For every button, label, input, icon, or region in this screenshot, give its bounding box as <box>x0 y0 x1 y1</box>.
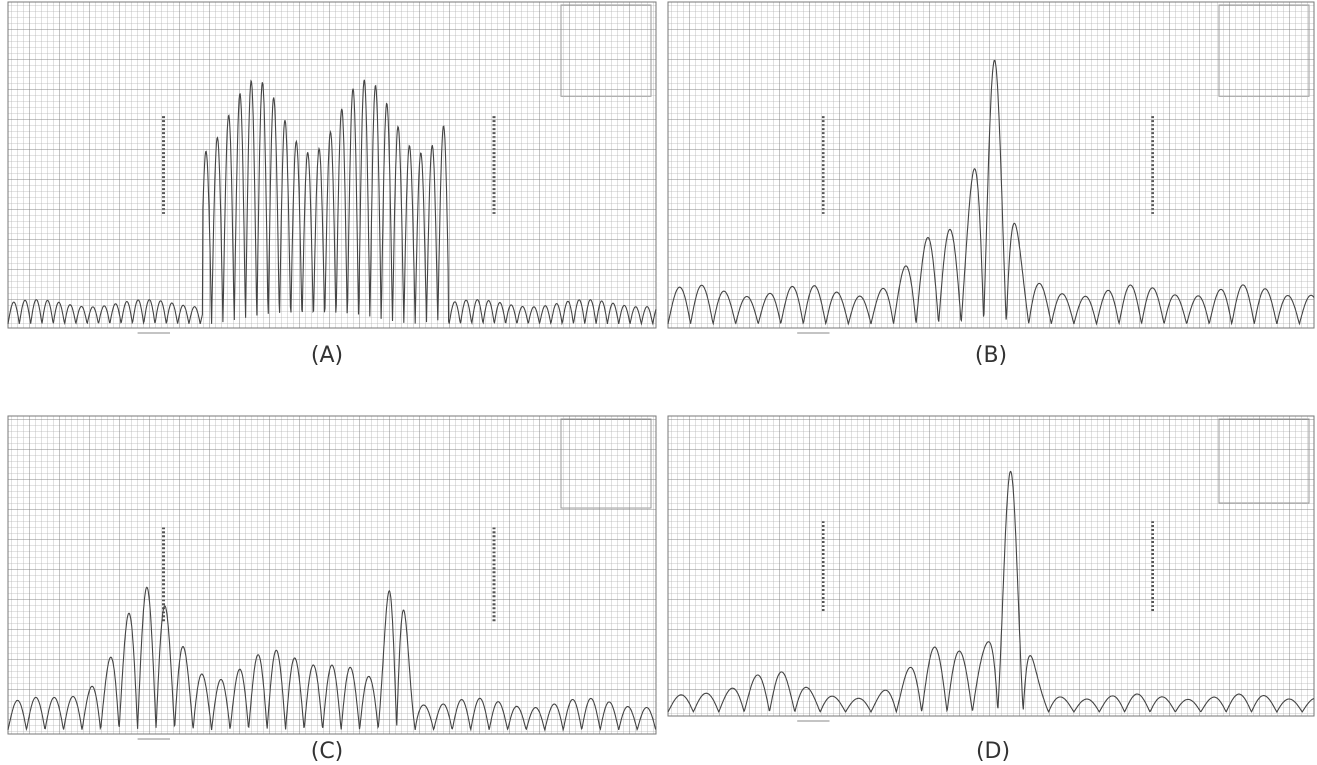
chart-paper <box>667 415 1315 717</box>
pattern-trace <box>7 79 657 326</box>
panel-label: (C) <box>311 739 344 764</box>
chart-paper <box>667 1 1315 329</box>
panel-label: (D) <box>976 739 1010 764</box>
panel-label: (B) <box>975 343 1007 368</box>
pattern-trace <box>7 586 657 732</box>
pattern-trace <box>667 470 1315 714</box>
pattern-trace <box>667 59 1315 326</box>
chart-paper <box>7 415 657 735</box>
panel-label: (A) <box>311 343 343 368</box>
